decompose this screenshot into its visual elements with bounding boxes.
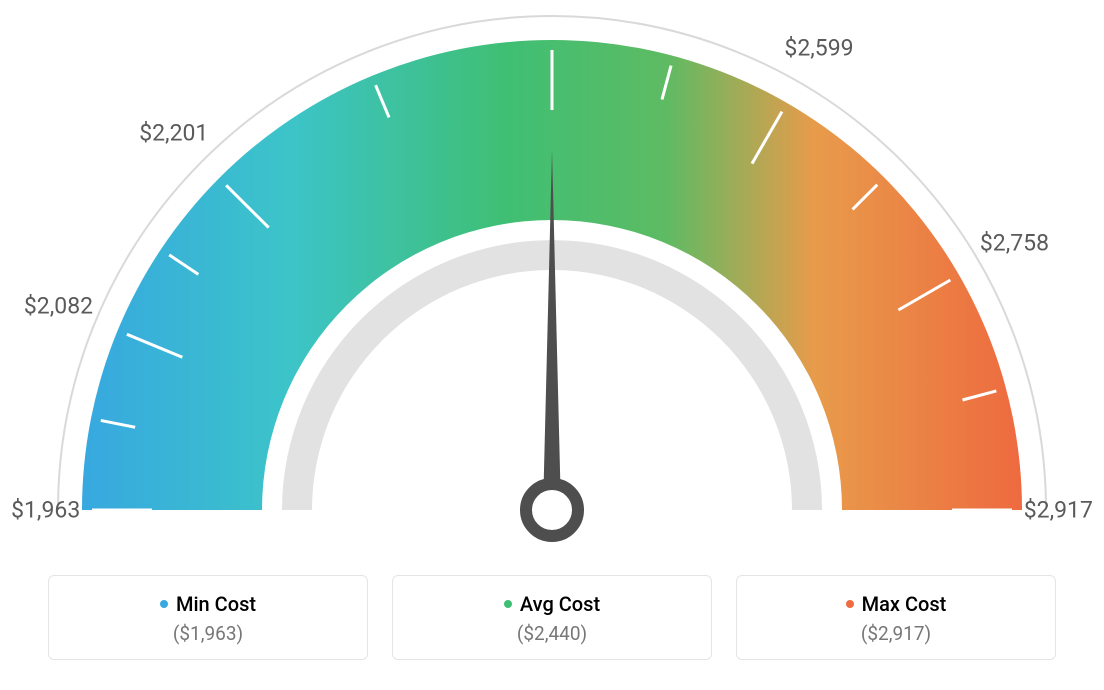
- legend-card-min: Min Cost ($1,963): [48, 575, 368, 660]
- tick-label: $2,917: [1024, 497, 1093, 524]
- dot-avg-icon: [504, 600, 512, 608]
- legend-card-max: Max Cost ($2,917): [736, 575, 1056, 660]
- legend-card-avg: Avg Cost ($2,440): [392, 575, 712, 660]
- tick-label: $2,599: [784, 34, 853, 61]
- dot-max-icon: [846, 600, 854, 608]
- tick-label: $1,963: [11, 497, 80, 524]
- gauge-svg: [0, 0, 1104, 560]
- legend-avg-label: Avg Cost: [520, 592, 600, 616]
- legend-max-value: ($2,917): [737, 622, 1055, 645]
- legend-avg-title: Avg Cost: [393, 592, 711, 616]
- tick-label: $2,082: [24, 293, 93, 320]
- legend-max-label: Max Cost: [862, 592, 947, 616]
- legend-min-label: Min Cost: [176, 592, 256, 616]
- legend-max-title: Max Cost: [737, 592, 1055, 616]
- tick-label: $2,758: [980, 230, 1049, 257]
- legend-min-title: Min Cost: [49, 592, 367, 616]
- cost-gauge: $1,963$2,082$2,201$2,440$2,599$2,758$2,9…: [0, 0, 1104, 560]
- legend-row: Min Cost ($1,963) Avg Cost ($2,440) Max …: [0, 575, 1104, 660]
- tick-label: $2,201: [139, 120, 208, 147]
- legend-avg-value: ($2,440): [393, 622, 711, 645]
- dot-min-icon: [160, 600, 168, 608]
- legend-min-value: ($1,963): [49, 622, 367, 645]
